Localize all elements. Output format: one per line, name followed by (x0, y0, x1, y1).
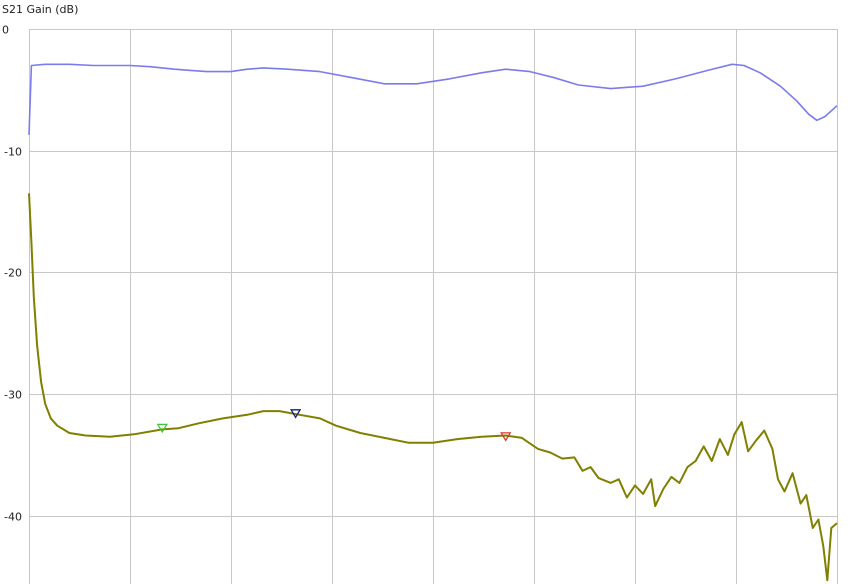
marker-triangle-0[interactable] (156, 423, 168, 434)
y-axis-label: S21 Gain (dB) (2, 3, 78, 16)
grid-layer (29, 29, 838, 584)
series-line-0 (28, 63, 838, 135)
marker-triangle-1[interactable] (289, 409, 302, 419)
marker-triangle-2[interactable] (500, 432, 512, 442)
series-layer (28, 63, 838, 582)
y-tick-label-2: -20 (4, 267, 22, 280)
y-tick-label-3: -30 (4, 389, 22, 402)
marker-layer (156, 409, 512, 442)
label-layer: S21 Gain (dB) 0 -10 -20 -30 -40 (2, 3, 78, 524)
y-tick-label-0: 0 (2, 24, 9, 37)
series-line-1 (28, 193, 838, 582)
y-tick-label-4: -40 (4, 511, 22, 524)
y-tick-label-1: -10 (4, 146, 22, 159)
